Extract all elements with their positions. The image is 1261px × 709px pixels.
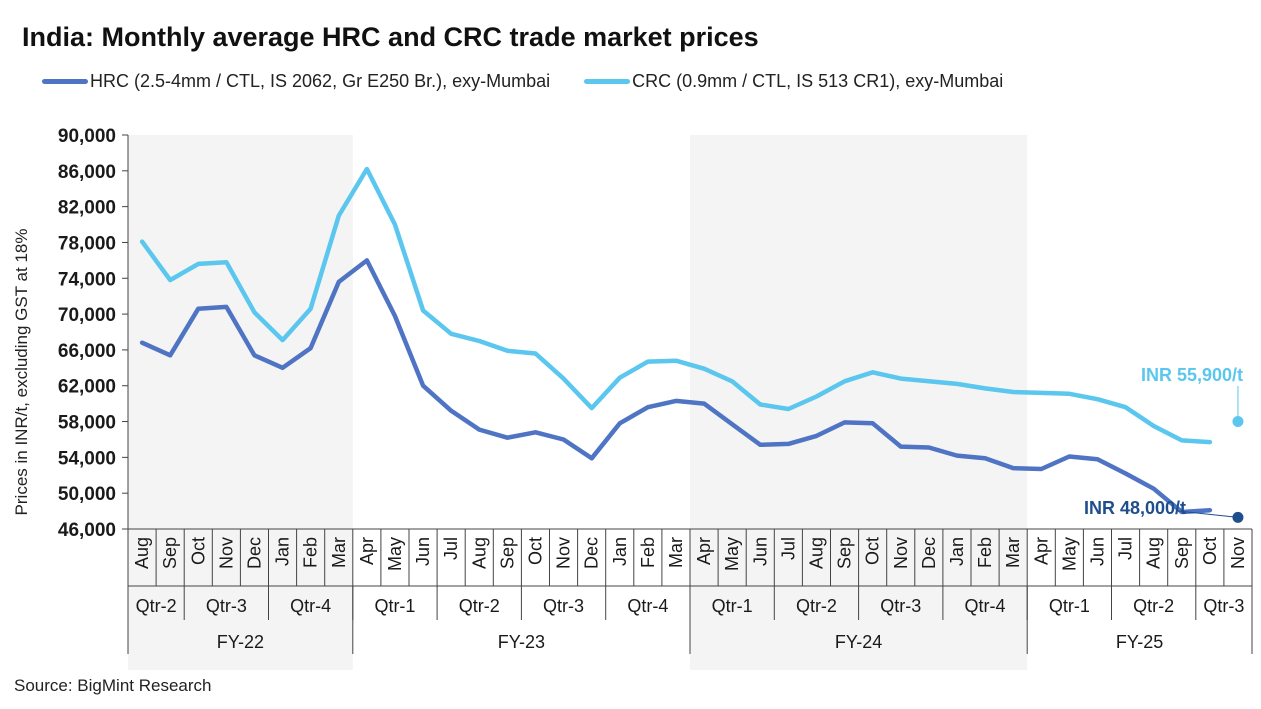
x-tick-label-month: May bbox=[1059, 537, 1079, 571]
x-tick-label-month: Oct bbox=[863, 537, 883, 565]
x-tick-label-month: Jul bbox=[1116, 537, 1136, 560]
y-tick-label: 82,000 bbox=[58, 198, 116, 219]
x-tick-label-month: Dec bbox=[244, 537, 264, 569]
fiscal-year-label: FY-23 bbox=[498, 632, 545, 652]
y-tick-label: 54,000 bbox=[58, 448, 116, 469]
y-tick-label: 58,000 bbox=[58, 413, 116, 434]
x-tick-label-month: Jan bbox=[947, 537, 967, 566]
x-tick-label-month: Sep bbox=[497, 537, 517, 569]
x-tick-label-month: Apr bbox=[694, 537, 714, 565]
source-note: Source: BigMint Research bbox=[14, 676, 212, 695]
x-tick-label-month: Aug bbox=[806, 537, 826, 569]
final-marker-crc bbox=[1232, 416, 1244, 428]
x-tick-label-month: Feb bbox=[638, 537, 658, 568]
leader-line-hrc bbox=[1177, 510, 1239, 518]
x-tick-label-month: Oct bbox=[1200, 537, 1220, 565]
quarter-label: Qtr-4 bbox=[965, 596, 1006, 616]
series-line-crc bbox=[139, 166, 1213, 445]
x-tick-label-month: Jan bbox=[273, 537, 293, 566]
x-tick-label-month: Jul bbox=[441, 537, 461, 560]
fy-band-fy-22 bbox=[128, 135, 353, 670]
x-tick-label-month: Sep bbox=[1172, 537, 1192, 569]
legend-label-hrc: HRC (2.5-4mm / CTL, IS 2062, Gr E250 Br.… bbox=[90, 71, 551, 91]
chart-title: India: Monthly average HRC and CRC trade… bbox=[22, 22, 759, 52]
x-tick-label-month: May bbox=[385, 537, 405, 571]
x-tick-label-month: Apr bbox=[1031, 537, 1051, 565]
quarter-label: Qtr-3 bbox=[880, 596, 921, 616]
chart-legend: HRC (2.5-4mm / CTL, IS 2062, Gr E250 Br.… bbox=[42, 71, 1037, 92]
y-tick-label: 86,000 bbox=[58, 162, 116, 183]
quarter-label: Qtr-4 bbox=[627, 596, 668, 616]
y-tick-label: 90,000 bbox=[58, 126, 116, 147]
final-marker-hrc bbox=[1232, 511, 1244, 523]
fiscal-year-label: FY-24 bbox=[835, 632, 882, 652]
x-tick-label-month: Jun bbox=[413, 537, 433, 566]
x-tick-label-month: Apr bbox=[357, 537, 377, 565]
final-label-hrc: INR 48,000/t bbox=[1084, 498, 1186, 518]
series-line-hrc bbox=[139, 258, 1213, 515]
quarter-label: Qtr-1 bbox=[1049, 596, 1090, 616]
y-tick-label: 70,000 bbox=[58, 305, 116, 326]
quarter-label: Qtr-2 bbox=[796, 596, 837, 616]
x-tick-label-month: Jun bbox=[1087, 537, 1107, 566]
fiscal-year-label: FY-22 bbox=[217, 632, 264, 652]
y-tick-label: 66,000 bbox=[58, 341, 116, 362]
x-tick-label-month: Mar bbox=[666, 537, 686, 568]
y-tick-label: 74,000 bbox=[58, 269, 116, 290]
x-tick-label-month: Aug bbox=[1144, 537, 1164, 569]
x-tick-label-month: Dec bbox=[582, 537, 602, 569]
quarter-label: Qtr-2 bbox=[136, 596, 177, 616]
legend-item-crc: CRC (0.9mm / CTL, IS 513 CR1), exy-Mumba… bbox=[584, 71, 1003, 92]
x-tick-label-month: Nov bbox=[554, 537, 574, 569]
quarter-label: Qtr-3 bbox=[206, 596, 247, 616]
x-tick-label-month: Dec bbox=[919, 537, 939, 569]
x-tick-label-month: Sep bbox=[835, 537, 855, 569]
quarter-label: Qtr-2 bbox=[1133, 596, 1174, 616]
x-tick-label-month: Oct bbox=[525, 537, 545, 565]
x-tick-label-month: Nov bbox=[216, 537, 236, 569]
x-tick-label-month: Jun bbox=[750, 537, 770, 566]
x-tick-label-month: Mar bbox=[329, 537, 349, 568]
y-tick-label: 62,000 bbox=[58, 377, 116, 398]
y-tick-label: 50,000 bbox=[58, 484, 116, 505]
legend-item-hrc: HRC (2.5-4mm / CTL, IS 2062, Gr E250 Br.… bbox=[42, 71, 550, 92]
quarter-label: Qtr-3 bbox=[1203, 596, 1244, 616]
quarter-label: Qtr-4 bbox=[290, 596, 331, 616]
quarter-label: Qtr-3 bbox=[543, 596, 584, 616]
x-tick-label-month: Nov bbox=[891, 537, 911, 569]
final-label-crc: INR 55,900/t bbox=[1141, 365, 1243, 385]
legend-label-crc: CRC (0.9mm / CTL, IS 513 CR1), exy-Mumba… bbox=[632, 71, 1004, 91]
x-tick-label-month: Jul bbox=[778, 537, 798, 560]
x-tick-label-month: Aug bbox=[469, 537, 489, 569]
legend-swatch-hrc bbox=[42, 79, 88, 84]
quarter-label: Qtr-2 bbox=[459, 596, 500, 616]
fiscal-year-label: FY-25 bbox=[1116, 632, 1163, 652]
legend-swatch-crc bbox=[584, 79, 631, 84]
x-tick-label-month: Nov bbox=[1228, 537, 1248, 569]
x-tick-label-month: May bbox=[722, 537, 742, 571]
x-tick-label-month: Feb bbox=[301, 537, 321, 568]
x-tick-label-month: Oct bbox=[188, 537, 208, 565]
y-tick-label: 78,000 bbox=[58, 233, 116, 254]
x-tick-label-month: Feb bbox=[975, 537, 995, 568]
x-tick-label-month: Jan bbox=[610, 537, 630, 566]
x-tick-label-month: Aug bbox=[132, 537, 152, 569]
quarter-label: Qtr-1 bbox=[374, 596, 415, 616]
y-axis-title: Prices in INR/t, excluding GST at 18% bbox=[12, 229, 31, 516]
y-tick-label: 46,000 bbox=[58, 520, 116, 541]
x-tick-label-month: Sep bbox=[160, 537, 180, 569]
x-tick-label-month: Mar bbox=[1003, 537, 1023, 568]
quarter-label: Qtr-1 bbox=[712, 596, 753, 616]
